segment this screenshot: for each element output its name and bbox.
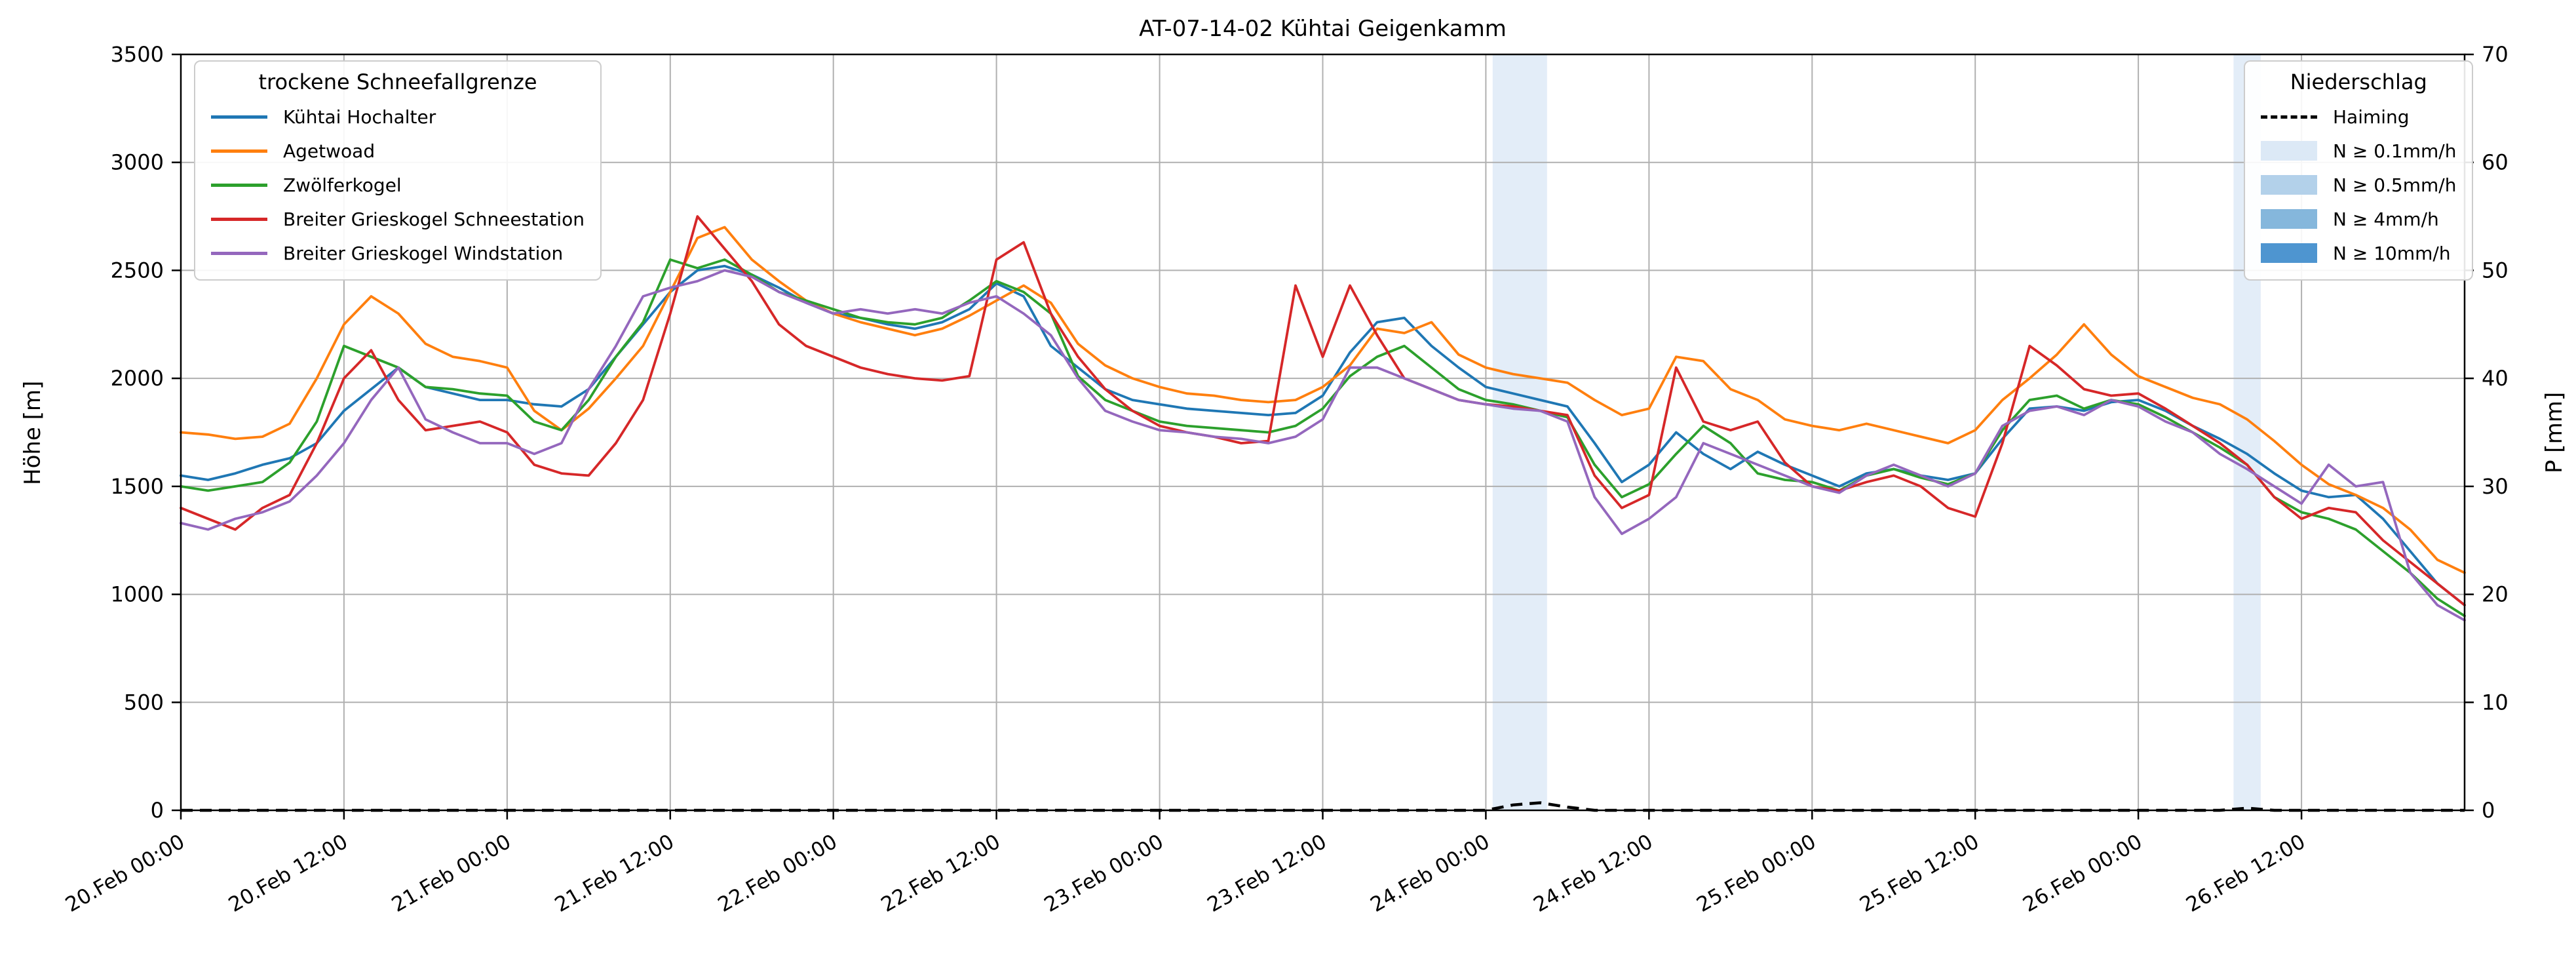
y-tick-label-left: 2000 bbox=[111, 366, 164, 391]
legend-entry-breiter-grieskogel-schneestation: Breiter Grieskogel Schneestation bbox=[211, 202, 585, 236]
precip-band bbox=[1492, 54, 1547, 810]
x-tick-label: 24.Feb 00:00 bbox=[1366, 830, 1493, 917]
y-tick-label-right: 50 bbox=[2482, 258, 2509, 283]
legend-entry-band-n-4mm-h: N ≥ 4mm/h bbox=[2261, 202, 2456, 236]
legend-line-swatch bbox=[211, 149, 267, 153]
legend-precip-title: Niederschlag bbox=[2290, 69, 2427, 94]
y-tick-label-right: 0 bbox=[2482, 798, 2495, 823]
legend-line-swatch bbox=[211, 251, 267, 255]
legend-line-swatch bbox=[211, 183, 267, 187]
legend-entry-zw-lferkogel: Zwölferkogel bbox=[211, 168, 585, 202]
legend-snowfall-lines: trockene Schneefallgrenze Kühtai Hochalte… bbox=[194, 60, 602, 281]
legend-entry-agetwoad: Agetwoad bbox=[211, 134, 585, 168]
series-line-breiter-grieskogel-windstation bbox=[180, 269, 2466, 622]
y-tick-label-left: 2500 bbox=[111, 258, 164, 283]
x-tick-label: 26.Feb 12:00 bbox=[2182, 830, 2309, 917]
legend-entry-breiter-grieskogel-windstation: Breiter Grieskogel Windstation bbox=[211, 236, 585, 270]
x-tick-label: 23.Feb 00:00 bbox=[1040, 830, 1167, 917]
y-tick-label-left: 1000 bbox=[111, 582, 164, 607]
x-tick-label: 22.Feb 12:00 bbox=[877, 830, 1004, 917]
legend-entry-label: N ≥ 0.1mm/h bbox=[2333, 140, 2457, 162]
legend-entry-band-n-0-5mm-h: N ≥ 0.5mm/h bbox=[2261, 168, 2456, 202]
y-tick-label-right: 60 bbox=[2482, 150, 2509, 175]
x-tick-label: 26.Feb 00:00 bbox=[2019, 830, 2146, 917]
legend-line-swatch bbox=[211, 115, 267, 119]
legend-entry-label: N ≥ 10mm/h bbox=[2333, 242, 2451, 264]
series-line-zw-lferkogel bbox=[180, 258, 2466, 618]
x-tick-label: 20.Feb 12:00 bbox=[225, 830, 352, 917]
series-line-k-htai-hochalter bbox=[180, 264, 2466, 606]
legend-entry-label: Breiter Grieskogel Schneestation bbox=[283, 208, 585, 230]
y-tick-label-left: 3000 bbox=[111, 150, 164, 175]
series-line-breiter-grieskogel-schneestation bbox=[180, 215, 2466, 606]
y-tick-label-right: 10 bbox=[2482, 690, 2509, 715]
legend-precipitation: Niederschlag Haiming N ≥ 0.1mm/h N ≥ 0.5mm/… bbox=[2244, 60, 2474, 281]
y-tick-label-right: 20 bbox=[2482, 582, 2509, 607]
y-tick-label-right: 30 bbox=[2482, 474, 2509, 499]
legend-dashed-line-swatch bbox=[2261, 115, 2317, 119]
chart-title: AT-07-14-02 Kühtai Geigenkamm bbox=[1139, 16, 1507, 42]
legend-line-swatch bbox=[211, 217, 267, 221]
legend-band-swatch bbox=[2261, 141, 2317, 161]
legend-entry-k-htai-hochalter: Kühtai Hochalter bbox=[211, 100, 585, 134]
legend-band-swatch bbox=[2261, 243, 2317, 263]
legend-entry-band-n-10mm-h: N ≥ 10mm/h bbox=[2261, 236, 2456, 270]
x-tick-label: 20.Feb 00:00 bbox=[62, 830, 189, 917]
legend-entry-label: Haiming bbox=[2333, 106, 2410, 128]
y-tick-label-right: 70 bbox=[2482, 42, 2509, 67]
y-tick-label-left: 1500 bbox=[111, 474, 164, 499]
x-tick-label: 25.Feb 00:00 bbox=[1693, 830, 1820, 917]
x-tick-label: 21.Feb 00:00 bbox=[388, 830, 515, 917]
legend-entry-label: Zwölferkogel bbox=[283, 174, 402, 196]
legend-entry-label: N ≥ 4mm/h bbox=[2333, 208, 2439, 230]
legend-entry-band-n-0-1mm-h: N ≥ 0.1mm/h bbox=[2261, 134, 2456, 168]
x-tick-label: 22.Feb 00:00 bbox=[714, 830, 841, 917]
x-tick-label: 21.Feb 12:00 bbox=[551, 830, 678, 917]
legend-band-swatch bbox=[2261, 175, 2317, 195]
x-tick-label: 24.Feb 12:00 bbox=[1529, 830, 1657, 917]
y-tick-label-left: 0 bbox=[151, 798, 164, 823]
legend-snowfall-title: trockene Schneefallgrenze bbox=[258, 69, 537, 94]
legend-band-swatch bbox=[2261, 209, 2317, 229]
legend-entry-label: Agetwoad bbox=[283, 140, 375, 162]
y-tick-label-left: 500 bbox=[124, 690, 164, 715]
legend-entry-label: Kühtai Hochalter bbox=[283, 106, 436, 128]
legend-entry-label: N ≥ 0.5mm/h bbox=[2333, 174, 2457, 196]
y-axis-label-right: P [mm] bbox=[2541, 391, 2567, 473]
y-tick-label-right: 40 bbox=[2482, 366, 2509, 391]
x-tick-label: 25.Feb 12:00 bbox=[1856, 830, 1983, 917]
legend-entry-haiming: Haiming bbox=[2261, 100, 2456, 134]
y-tick-label-left: 3500 bbox=[111, 42, 164, 67]
y-axis-label-left: Höhe [m] bbox=[20, 380, 46, 485]
legend-entry-label: Breiter Grieskogel Windstation bbox=[283, 242, 564, 264]
x-tick-label: 23.Feb 12:00 bbox=[1203, 830, 1330, 917]
